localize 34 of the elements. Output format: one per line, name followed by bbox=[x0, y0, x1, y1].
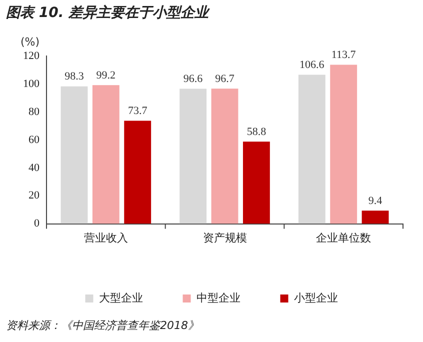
text: 资料来源：《中国经济普查年鉴2018》 bbox=[6, 318, 199, 333]
y-tick-label: 40 bbox=[28, 162, 40, 174]
y-tick-label: 120 bbox=[23, 50, 40, 62]
legend-label: 小型企业 bbox=[294, 291, 338, 304]
bar bbox=[92, 85, 120, 224]
bar bbox=[180, 88, 207, 224]
y-tick-label: 60 bbox=[28, 134, 40, 146]
data-label: 96.7 bbox=[215, 72, 235, 85]
bar bbox=[330, 64, 358, 224]
legend-label: 大型企业 bbox=[98, 291, 143, 304]
data-label: 96.6 bbox=[183, 73, 204, 86]
data-label: 113.7 bbox=[331, 49, 356, 62]
data-label: 73.7 bbox=[128, 105, 148, 118]
data-label: 9.4 bbox=[368, 195, 383, 208]
bar bbox=[211, 88, 238, 224]
data-label: 98.3 bbox=[64, 70, 84, 83]
y-tick-label: 20 bbox=[28, 190, 40, 202]
bar bbox=[124, 120, 152, 224]
y-tick-label: 80 bbox=[28, 106, 40, 118]
bar bbox=[298, 74, 326, 224]
x-tick-label: 企业单位数 bbox=[316, 231, 372, 244]
y-tick-label: 100 bbox=[23, 78, 40, 90]
legend-label: 中型企业 bbox=[196, 291, 240, 304]
y-axis-title: (%) bbox=[20, 35, 40, 48]
x-tick-label: 资产规模 bbox=[202, 231, 247, 244]
data-label: 99.2 bbox=[96, 69, 116, 82]
y-tick-label: 0 bbox=[34, 218, 40, 230]
chart-title: 图表 10. 差异主要在于小型企业 bbox=[6, 4, 209, 22]
bar bbox=[362, 210, 389, 224]
x-tick-label: 营业收入 bbox=[84, 231, 128, 244]
data-label: 106.6 bbox=[300, 59, 325, 72]
bar bbox=[242, 142, 270, 224]
bar bbox=[60, 86, 88, 224]
data-label: 58.8 bbox=[246, 126, 267, 138]
